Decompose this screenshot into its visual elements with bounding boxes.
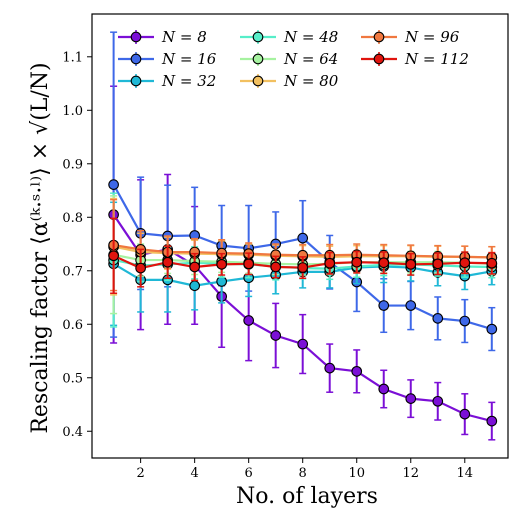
- legend: N = 8 N = 16 N = 32 N = 48 N = 64 N = 80 N = 9…: [118, 28, 469, 90]
- y-axis-title-text: Rescaling factor ⟨α⁽ᵏ·ˢ·ˡ⁾⟩ × √(L/N): [28, 62, 53, 433]
- plot-frame: [91, 13, 509, 459]
- data-point: [486, 415, 498, 427]
- data-point: [459, 257, 471, 269]
- data-point: [189, 280, 200, 292]
- x-tick-label: 4: [191, 466, 199, 481]
- data-point: [162, 256, 173, 268]
- legend-item: N = 16: [118, 50, 217, 68]
- data-point: [459, 408, 471, 420]
- y-tick-label: 0.9: [62, 157, 83, 172]
- y-axis: 0.4 0.5 0.6 0.7 0.8 0.9 1.0 1.1: [62, 50, 92, 440]
- y-axis-title: Rescaling factor ⟨α⁽ᵏ·ˢ·ˡ⁾⟩ × √(L/N): [28, 62, 53, 433]
- legend-marker: [130, 53, 142, 65]
- data-point: [324, 362, 336, 374]
- legend-item: N = 8: [118, 28, 207, 46]
- data-point: [432, 395, 444, 407]
- x-tick-label: 12: [402, 466, 419, 481]
- data-point: [108, 250, 119, 262]
- data-point: [216, 276, 228, 287]
- y-tick-label: 0.8: [62, 211, 83, 226]
- legend-label: N = 16: [161, 50, 217, 68]
- x-axis-title: No. of layers: [236, 484, 378, 509]
- legend-label: N = 32: [161, 72, 216, 90]
- data-point: [405, 393, 417, 404]
- legend-marker: [373, 31, 385, 43]
- data-point: [270, 330, 282, 341]
- data-point: [432, 313, 444, 324]
- legend-marker: [252, 75, 264, 87]
- y-tick-label: 0.6: [62, 318, 83, 333]
- legend-marker: [373, 53, 385, 65]
- legend-item: N = 80: [240, 72, 339, 90]
- x-tick-label: 2: [136, 466, 144, 481]
- data-point: [405, 259, 417, 270]
- data-point: [297, 262, 309, 273]
- data-point: [378, 300, 390, 311]
- data-point: [108, 179, 119, 190]
- series-n112: [108, 217, 498, 294]
- data-point: [243, 315, 255, 326]
- x-tick-label: 10: [348, 466, 365, 481]
- data-point: [486, 257, 498, 269]
- y-tick-label: 0.7: [62, 264, 83, 279]
- data-point: [351, 365, 363, 377]
- data-point: [297, 232, 309, 244]
- legend-item: N = 96: [361, 28, 460, 46]
- legend-marker: [252, 31, 264, 43]
- y-tick-label: 1.0: [62, 104, 83, 119]
- legend-label: N = 48: [283, 28, 338, 46]
- legend-marker: [130, 75, 142, 87]
- data-point: [378, 257, 390, 269]
- legend-label: N = 80: [283, 72, 339, 90]
- legend-label: N = 64: [283, 50, 338, 68]
- legend-item: N = 48: [240, 28, 338, 46]
- legend-marker: [130, 31, 142, 43]
- data-point: [243, 258, 255, 270]
- data-point: [297, 338, 309, 350]
- series-layer: [108, 31, 498, 441]
- data-point: [432, 258, 444, 270]
- data-point: [189, 261, 200, 273]
- data-point: [351, 256, 363, 268]
- x-axis: 2 4 6 8 10 12 14: [136, 458, 473, 481]
- legend-label: N = 112: [404, 50, 469, 68]
- y-tick-label: 0.4: [62, 425, 83, 440]
- legend-item: N = 112: [361, 50, 469, 68]
- legend-marker: [252, 53, 264, 65]
- data-point: [459, 315, 471, 327]
- legend-label: N = 96: [404, 28, 460, 46]
- data-point: [486, 323, 498, 335]
- data-point: [270, 261, 282, 273]
- data-point: [378, 383, 390, 395]
- legend-item: N = 32: [118, 72, 216, 90]
- y-tick-label: 1.1: [62, 50, 83, 65]
- data-point: [324, 257, 336, 269]
- x-tick-label: 14: [457, 466, 474, 481]
- x-tick-label: 6: [245, 466, 253, 481]
- y-tick-label: 0.5: [62, 371, 83, 386]
- data-point: [135, 262, 146, 274]
- x-tick-label: 8: [299, 466, 307, 481]
- data-point: [405, 300, 417, 311]
- data-point: [216, 259, 228, 270]
- legend-label: N = 8: [161, 28, 207, 46]
- legend-item: N = 64: [240, 50, 338, 68]
